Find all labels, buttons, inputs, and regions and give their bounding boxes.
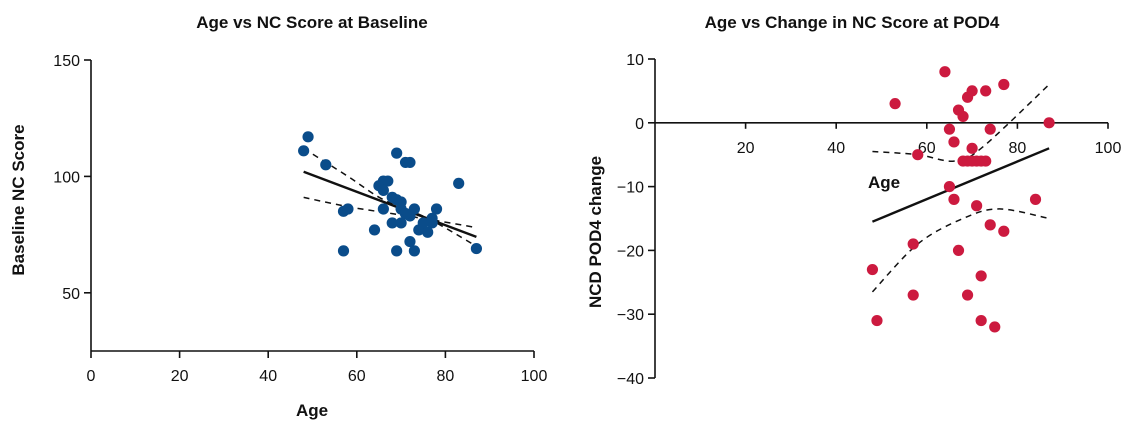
right-data-point xyxy=(952,244,965,256)
right-x-tick-label: 40 xyxy=(827,140,845,157)
left-data-point xyxy=(382,175,394,187)
right-ci-upper-line xyxy=(872,83,1050,162)
left-data-point xyxy=(368,224,381,236)
right-scatter-panel: Age vs Change in NC Score at POD4 Age NC… xyxy=(586,13,1121,388)
left-data-point xyxy=(386,217,398,229)
right-y-tick-label: −10 xyxy=(617,180,644,197)
left-regression-line xyxy=(303,170,477,239)
left-data-point xyxy=(342,203,354,215)
left-data-point xyxy=(395,217,407,229)
left-data-point xyxy=(417,217,429,229)
left-ci-upper-line xyxy=(303,147,477,247)
right-data-point xyxy=(1029,193,1042,205)
right-data-point xyxy=(980,155,992,167)
left-x-axis-label: Age xyxy=(296,401,328,420)
right-y-tick-label: −40 xyxy=(617,371,644,388)
right-data-point xyxy=(866,263,879,276)
left-data-point xyxy=(377,184,389,196)
left-data-point xyxy=(470,242,483,255)
right-data-point xyxy=(966,142,978,154)
right-y-tick-label: −20 xyxy=(617,243,644,260)
right-data-point xyxy=(943,181,956,193)
left-data-point xyxy=(453,177,465,189)
right-data-point xyxy=(980,85,992,97)
right-y-tick-label: 10 xyxy=(626,52,644,69)
left-x-tick-label: 40 xyxy=(259,368,277,385)
left-x-tick-label: 80 xyxy=(437,368,455,385)
left-y-tick-label: 150 xyxy=(53,53,80,70)
left-data-point xyxy=(430,203,443,215)
left-x-tick-label: 60 xyxy=(348,368,366,385)
left-data-point xyxy=(377,203,389,215)
left-x-tick-label: 100 xyxy=(521,368,548,385)
right-data-point xyxy=(957,110,969,123)
left-data-point xyxy=(399,208,412,220)
right-data-point xyxy=(943,123,956,135)
left-x-tick-label: 0 xyxy=(87,368,96,385)
left-data-point xyxy=(426,217,438,229)
right-data-point xyxy=(975,314,987,327)
right-data-point xyxy=(971,200,983,212)
right-data-point xyxy=(961,289,974,301)
left-data-point xyxy=(408,203,420,215)
left-data-point xyxy=(404,235,416,248)
right-y-tick-label: 0 xyxy=(635,116,644,133)
left-y-axis-label: Baseline NC Score xyxy=(9,124,28,275)
left-y-tick-label: 100 xyxy=(53,169,80,186)
left-data-point xyxy=(320,159,332,171)
left-data-point xyxy=(391,147,403,159)
left-chart-title: Age vs NC Score at Baseline xyxy=(196,13,427,32)
left-x-tick-label: 20 xyxy=(171,368,189,385)
right-x-axis-label: Age xyxy=(868,173,900,192)
left-data-point xyxy=(298,145,310,157)
right-data-point xyxy=(912,149,924,161)
right-data-point xyxy=(989,321,1001,333)
left-data-point xyxy=(408,245,420,257)
right-data-point xyxy=(907,289,919,301)
right-x-tick-label: 20 xyxy=(737,140,755,157)
left-ci-lower-line xyxy=(303,196,477,229)
left-data-point xyxy=(404,156,416,169)
right-data-point xyxy=(948,136,960,148)
right-data-point xyxy=(1043,117,1055,129)
right-data-point xyxy=(984,123,996,135)
right-x-tick-label: 100 xyxy=(1095,140,1122,157)
right-regression-line xyxy=(871,147,1050,223)
left-data-point xyxy=(337,245,350,257)
right-data-point xyxy=(984,219,996,231)
right-data-point xyxy=(871,314,883,327)
left-data-point xyxy=(422,226,434,238)
right-data-point xyxy=(948,193,960,205)
right-ci-lower-line xyxy=(871,208,1050,293)
right-data-point xyxy=(998,225,1010,237)
right-data-point xyxy=(907,238,919,250)
right-data-point xyxy=(889,98,901,110)
left-data-point xyxy=(391,245,403,257)
right-x-tick-label: 80 xyxy=(1009,140,1027,157)
right-data-point xyxy=(939,66,951,78)
left-scatter-panel: Age vs NC Score at Baseline Age Baseline… xyxy=(9,13,547,420)
left-data-point xyxy=(302,131,314,143)
right-chart-title: Age vs Change in NC Score at POD4 xyxy=(705,13,1000,32)
right-y-axis-label: NCD POD4 change xyxy=(586,156,605,308)
right-data-point xyxy=(975,270,987,282)
left-y-tick-label: 50 xyxy=(62,286,80,303)
right-data-point xyxy=(998,78,1010,91)
right-y-tick-label: −30 xyxy=(617,307,644,324)
right-data-point xyxy=(966,85,978,97)
